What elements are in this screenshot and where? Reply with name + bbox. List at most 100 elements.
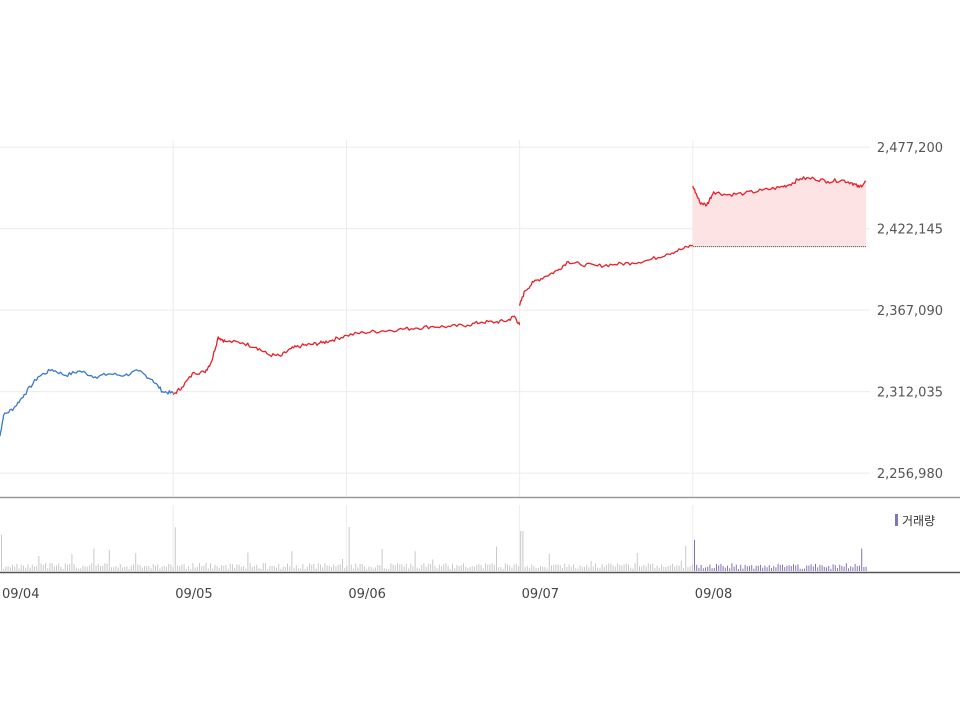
- volume-bar: [529, 567, 530, 571]
- volume-bar: [425, 566, 427, 571]
- volume-bar: [7, 566, 9, 571]
- volume-bar: [315, 568, 317, 571]
- volume-bar: [150, 568, 152, 571]
- volume-bar: [306, 566, 308, 571]
- volume-legend: 거래량: [895, 514, 935, 528]
- volume-bar: [205, 563, 207, 571]
- volume-bar: [810, 564, 812, 571]
- volume-bar: [445, 563, 447, 571]
- volume-bar: [214, 564, 216, 571]
- volume-bar: [388, 569, 390, 571]
- volume-bar: [625, 563, 627, 571]
- volume-bar: [788, 565, 790, 571]
- x-tick-label: 09/07: [522, 587, 559, 602]
- volume-bar: [42, 564, 44, 571]
- volume-bar: [841, 565, 843, 571]
- volume-bar: [817, 567, 819, 571]
- volume-bar: [280, 568, 282, 571]
- volume-bar: [779, 565, 781, 571]
- volume-bar: [326, 565, 328, 571]
- volume-bar: [438, 564, 440, 571]
- volume-bar: [130, 565, 132, 571]
- volume-bar: [381, 549, 383, 571]
- volume-bar: [632, 568, 634, 571]
- y-tick-label: 2,422,145: [877, 223, 943, 238]
- volume-bar: [537, 567, 539, 571]
- volume-bar: [577, 568, 579, 571]
- volume-bar: [157, 564, 159, 571]
- volume-bar: [412, 566, 414, 571]
- volume-bar: [661, 564, 662, 571]
- volume-bar: [309, 563, 310, 571]
- volume-bar: [62, 569, 64, 571]
- volume-bar: [656, 565, 658, 571]
- volume-bar: [744, 564, 746, 571]
- volume-bar: [97, 563, 99, 571]
- volume-bar: [815, 563, 816, 571]
- volume-bar: [531, 564, 533, 571]
- volume-bar: [75, 567, 77, 571]
- volume-bar: [392, 564, 394, 571]
- volume-bar: [282, 566, 284, 571]
- volume-bar: [491, 563, 493, 571]
- volume-bar: [804, 568, 805, 571]
- volume-bar: [104, 563, 106, 571]
- volume-bar: [610, 563, 612, 571]
- volume-bar: [709, 564, 711, 571]
- y-tick-label: 2,367,090: [877, 304, 943, 319]
- volume-bar: [80, 568, 82, 571]
- volume-bar: [227, 568, 229, 571]
- volume-bar: [269, 566, 271, 571]
- volume-bar: [696, 564, 698, 571]
- volume-bar: [51, 563, 53, 571]
- volume-bar: [619, 564, 621, 571]
- volume-bar: [823, 567, 825, 571]
- volume-bar: [377, 565, 379, 571]
- volume-bar: [678, 565, 680, 571]
- volume-bar: [146, 566, 148, 571]
- volume-bar: [201, 566, 203, 571]
- volume-bar: [27, 564, 29, 571]
- volume-bar: [423, 563, 425, 571]
- volume-bar: [192, 563, 194, 571]
- volume-bar: [397, 563, 398, 571]
- volume-bar: [353, 568, 354, 571]
- volume-bar: [821, 565, 823, 571]
- volume-bar: [128, 568, 130, 571]
- volume-bar: [707, 566, 709, 571]
- volume-bar: [812, 566, 814, 571]
- volume-bar: [399, 564, 401, 571]
- volume-bar: [509, 565, 511, 571]
- volume-bar: [601, 564, 603, 571]
- volume-bar: [421, 564, 423, 571]
- volume-bar: [122, 567, 123, 571]
- volume-bar: [152, 564, 154, 571]
- volume-bar: [575, 568, 577, 571]
- volume-bar: [172, 567, 174, 571]
- price-line-09-06: [346, 315, 521, 337]
- volume-bar: [174, 527, 176, 571]
- volume-bar: [540, 565, 541, 571]
- volume-bar: [597, 567, 599, 571]
- volume-bar: [667, 566, 669, 571]
- volume-bar: [680, 560, 682, 571]
- volume-bar: [590, 560, 592, 571]
- volume-bar: [826, 567, 827, 571]
- volume-bar: [249, 563, 251, 571]
- volume-bar: [786, 565, 788, 571]
- volume-bar: [698, 567, 700, 571]
- volume-bar: [603, 566, 605, 571]
- volume-bar: [793, 564, 794, 571]
- volume-bar: [465, 566, 467, 571]
- volume-bar: [190, 568, 192, 571]
- volume-bar: [749, 566, 750, 571]
- volume-bar: [225, 565, 227, 571]
- volume-bar: [300, 568, 302, 571]
- volume-bar: [504, 563, 506, 571]
- volume-bar: [493, 564, 495, 571]
- volume-bar: [161, 566, 163, 571]
- volume-bar: [808, 565, 810, 571]
- volume-bar: [524, 567, 526, 571]
- volume-bar: [463, 563, 464, 571]
- volume-bar: [654, 568, 656, 571]
